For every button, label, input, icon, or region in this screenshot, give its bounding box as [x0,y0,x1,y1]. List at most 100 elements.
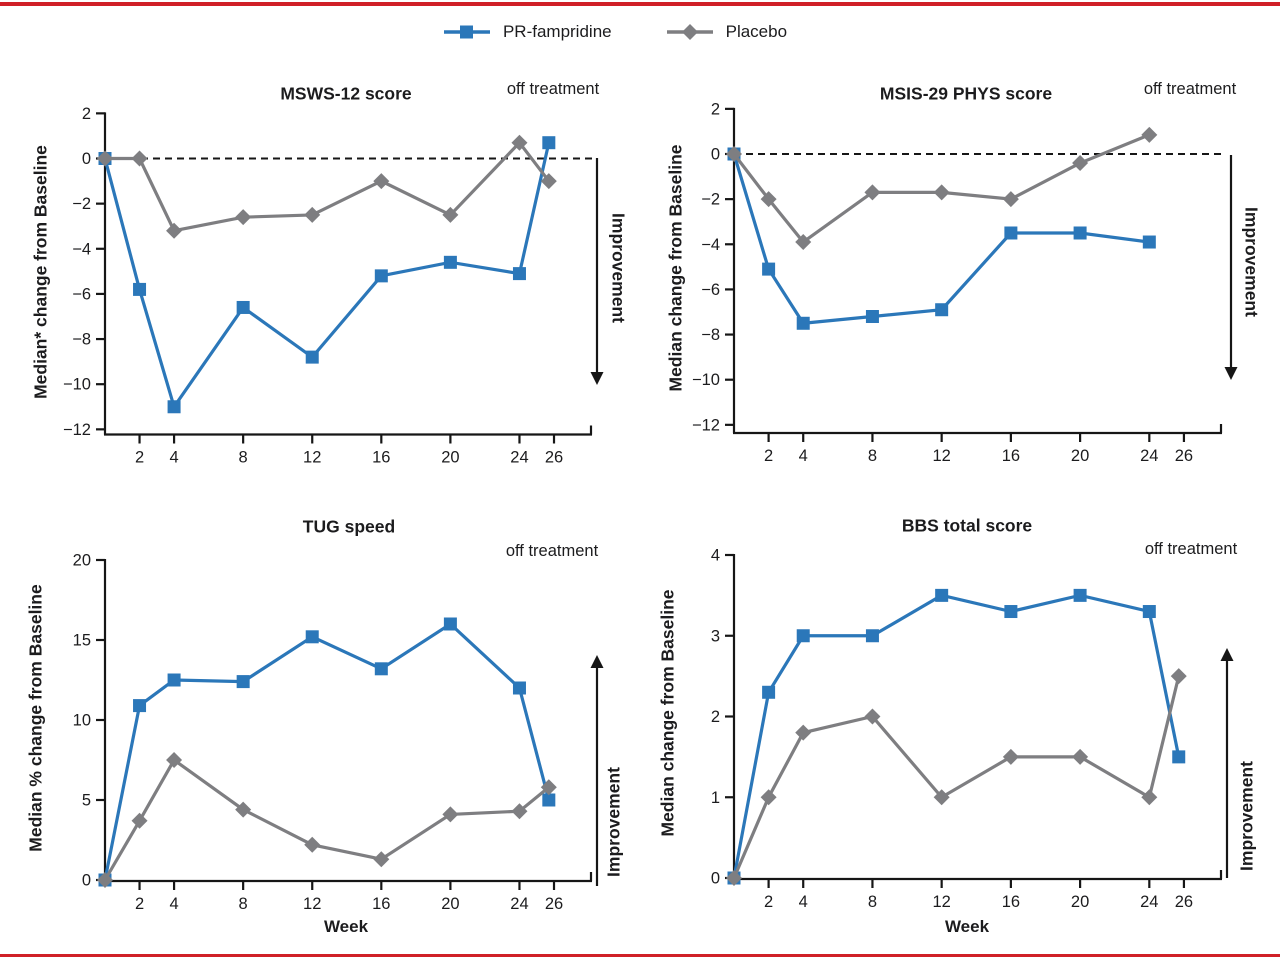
series-line-Placebo [732,675,1181,879]
x-tick-label: 8 [868,447,877,465]
data-point-square [374,269,388,283]
off-treatment-label-tug: off treatment [505,542,599,560]
data-point-square [443,617,457,631]
y-tick-label: −6 [701,281,720,299]
y-tick-label: −10 [63,376,91,394]
data-point-diamond [1141,789,1158,806]
y-tick-label: 1 [711,789,720,807]
x-tick-label: 12 [932,893,950,911]
data-point-diamond [1002,748,1019,765]
off-treatment-label-msws12: off treatment [506,80,600,98]
y-tick-label: 5 [82,792,91,810]
data-point-diamond [131,150,148,167]
data-point-diamond [131,812,148,829]
x-tick-label: 26 [545,449,563,467]
x-tick-label: 20 [441,895,459,913]
data-point-square [1073,226,1087,240]
x-tick-label: 4 [799,447,808,465]
y-tick-label: 0 [711,870,720,888]
y-tick-label: −12 [692,416,720,434]
improvement-label-bbs: Improvement [1236,761,1257,871]
data-point-diamond [373,173,390,190]
y-axis-label-tug: Median % change from Baseline [25,584,46,852]
chart-panel-0: 20−2−4−6−8−10−122 4 8 12 16 20 24 26 [63,105,604,467]
data-point-square [374,662,388,676]
data-point-diamond [1141,126,1158,143]
series-line-PR-fampridine [732,153,1150,325]
x-tick-label: 4 [169,895,178,913]
x-tick-label: 2 [135,449,144,467]
data-point-diamond [726,870,742,886]
x-tick-label: 24 [1140,447,1158,465]
data-point-square [865,310,879,324]
data-point-diamond [1072,155,1089,172]
data-point-square [935,303,949,317]
top-border-line [0,2,1280,6]
data-point-square [542,136,556,150]
x-tick-label: 26 [545,895,563,913]
data-point-diamond [933,184,950,201]
data-point-diamond [166,222,183,239]
improvement-label-tug: Improvement [603,767,624,877]
legend-label-pr-fampridine: PR-fampridine [502,22,612,41]
y-tick-label: 2 [82,105,91,123]
y-tick-label: 2 [711,708,720,726]
data-point-diamond [373,851,390,868]
x-tick-label: 2 [135,895,144,913]
data-point-diamond [97,150,113,167]
y-tick-label: −12 [63,421,91,439]
series-line-Placebo [103,757,550,881]
series-line-PR-fampridine [103,621,551,881]
data-point-square [443,255,457,269]
y-tick-label: 15 [73,632,91,650]
improvement-label-msws12: Improvement [608,213,629,323]
bottom-border-line [0,954,1280,957]
legend-item-placebo: Placebo [666,22,787,42]
y-tick-label: −6 [72,285,91,303]
data-point-diamond [235,209,252,226]
data-point-diamond [304,836,321,853]
x-tick-label: 20 [1071,447,1089,465]
data-point-diamond [795,724,812,741]
data-point-square [512,267,526,281]
x-tick-label: 16 [1002,447,1020,465]
off-treatment-label-msis29: off treatment [1143,80,1237,98]
y-tick-label: −2 [72,195,91,213]
x-tick-label: 26 [1175,447,1193,465]
legend-label-placebo: Placebo [725,22,788,41]
x-tick-label: 20 [1071,893,1089,911]
chart-title-msis29: MSIS-29 PHYS score [879,83,1053,104]
x-tick-label: 8 [239,449,248,467]
x-tick-label: 4 [169,449,178,467]
data-point-square [512,681,526,695]
data-point-square [167,400,181,414]
y-tick-label: 0 [82,150,91,168]
data-point-diamond [795,234,812,251]
y-tick-label: 10 [73,712,91,730]
y-tick-label: −10 [692,371,720,389]
x-tick-label: 20 [441,449,459,467]
data-point-diamond [97,872,113,888]
y-tick-label: −8 [72,331,91,349]
chart-title-msws12: MSWS-12 score [280,83,412,104]
y-tick-label: 3 [711,627,720,645]
y-axis-label-msis29: Median change from Baseline [665,144,686,392]
y-tick-label: −4 [701,236,720,254]
data-point-square [865,629,879,643]
data-point-diamond [540,779,557,796]
data-point-square [542,793,556,807]
y-tick-label: 0 [711,146,720,164]
data-point-square [167,673,181,687]
data-point-square [796,629,810,643]
data-point-square [133,282,147,296]
data-point-square [1142,235,1156,249]
data-point-square [935,588,949,602]
series-line-Placebo [732,133,1150,245]
data-point-diamond [864,708,881,725]
y-tick-label: −8 [701,326,720,344]
y-tick-label: 20 [73,552,91,570]
data-point-diamond [1002,191,1019,208]
